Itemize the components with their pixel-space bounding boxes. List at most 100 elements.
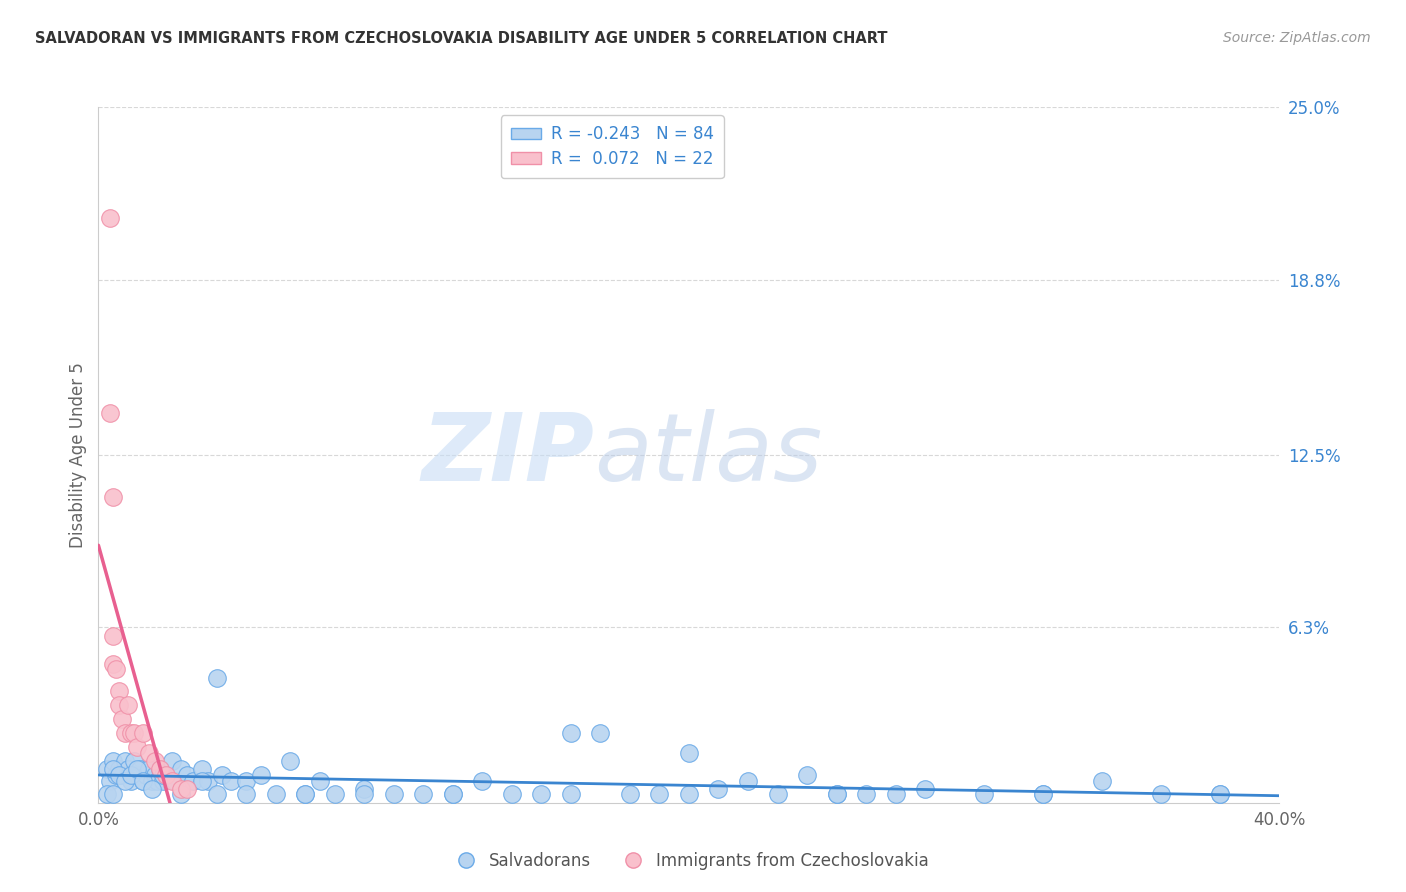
Point: [855, 788, 877, 802]
Point: [219, 773, 242, 788]
Point: [181, 773, 204, 788]
Point: [678, 788, 700, 802]
Point: [162, 773, 183, 788]
Point: [441, 788, 464, 802]
Point: [120, 773, 142, 788]
Point: [707, 781, 730, 796]
Point: [382, 788, 405, 802]
Point: [122, 754, 145, 768]
Point: [103, 763, 125, 777]
Point: [135, 768, 157, 782]
Point: [235, 773, 257, 788]
Point: [211, 768, 233, 782]
Point: [141, 773, 163, 788]
Point: [96, 788, 118, 802]
Point: [108, 684, 131, 698]
Point: [108, 768, 131, 782]
Point: [309, 773, 332, 788]
Point: [766, 788, 789, 802]
Point: [165, 773, 187, 788]
Point: [170, 781, 193, 796]
Point: [155, 768, 177, 782]
Text: Source: ZipAtlas.com: Source: ZipAtlas.com: [1223, 31, 1371, 45]
Point: [98, 406, 121, 420]
Point: [250, 768, 273, 782]
Point: [501, 788, 523, 802]
Point: [1091, 773, 1114, 788]
Point: [138, 746, 160, 760]
Point: [132, 726, 155, 740]
Point: [648, 788, 671, 802]
Point: [884, 788, 907, 802]
Point: [152, 773, 174, 788]
Point: [412, 788, 434, 802]
Point: [98, 211, 121, 226]
Point: [278, 754, 302, 768]
Point: [114, 754, 136, 768]
Point: [108, 698, 131, 713]
Point: [152, 768, 174, 782]
Point: [170, 763, 193, 777]
Text: ZIP: ZIP: [422, 409, 595, 501]
Point: [1032, 788, 1054, 802]
Point: [235, 788, 257, 802]
Point: [441, 788, 464, 802]
Point: [560, 726, 582, 740]
Point: [176, 768, 198, 782]
Point: [98, 773, 121, 788]
Point: [111, 712, 134, 726]
Point: [141, 781, 163, 796]
Point: [353, 781, 375, 796]
Point: [1209, 788, 1232, 802]
Point: [1150, 788, 1173, 802]
Point: [530, 788, 553, 802]
Point: [914, 781, 936, 796]
Point: [796, 768, 818, 782]
Point: [825, 788, 848, 802]
Point: [114, 726, 136, 740]
Point: [176, 781, 198, 796]
Point: [197, 773, 219, 788]
Point: [105, 768, 128, 782]
Point: [103, 788, 125, 802]
Point: [155, 768, 177, 782]
Point: [560, 788, 582, 802]
Point: [122, 726, 145, 740]
Point: [471, 773, 494, 788]
Point: [111, 768, 134, 782]
Point: [149, 763, 172, 777]
Point: [143, 768, 166, 782]
Point: [205, 788, 228, 802]
Point: [103, 490, 125, 504]
Point: [117, 763, 139, 777]
Point: [114, 773, 136, 788]
Text: SALVADORAN VS IMMIGRANTS FROM CZECHOSLOVAKIA DISABILITY AGE UNDER 5 CORRELATION : SALVADORAN VS IMMIGRANTS FROM CZECHOSLOV…: [35, 31, 887, 46]
Point: [143, 754, 166, 768]
Point: [1032, 788, 1054, 802]
Point: [619, 788, 641, 802]
Point: [138, 763, 160, 777]
Point: [117, 698, 139, 713]
Point: [125, 763, 148, 777]
Point: [108, 763, 131, 777]
Point: [170, 788, 193, 802]
Point: [353, 788, 375, 802]
Point: [589, 726, 612, 740]
Point: [128, 763, 150, 777]
Point: [294, 788, 316, 802]
Point: [205, 671, 228, 685]
Point: [105, 662, 128, 676]
Point: [678, 746, 700, 760]
Legend: Salvadorans, Immigrants from Czechoslovakia: Salvadorans, Immigrants from Czechoslova…: [440, 843, 938, 878]
Point: [1209, 788, 1232, 802]
Point: [132, 773, 155, 788]
Point: [103, 657, 125, 671]
Point: [294, 788, 316, 802]
Point: [103, 629, 125, 643]
Point: [191, 763, 214, 777]
Point: [103, 754, 125, 768]
Point: [825, 788, 848, 802]
Y-axis label: Disability Age Under 5: Disability Age Under 5: [69, 362, 87, 548]
Point: [96, 763, 118, 777]
Text: atlas: atlas: [595, 409, 823, 500]
